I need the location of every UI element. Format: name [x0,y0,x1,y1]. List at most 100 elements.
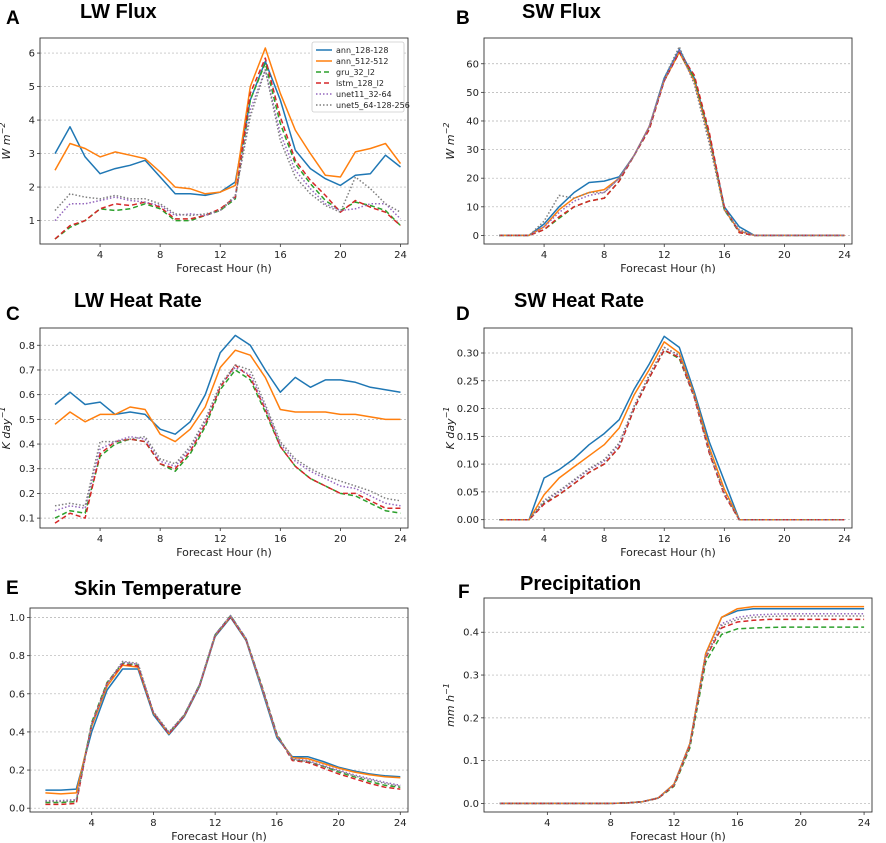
x-tick-label: 24 [394,818,407,829]
x-tick-label: 4 [544,818,550,829]
legend-entry: gru_32_l2 [336,68,375,77]
y-axis-label: mm h−1 [442,683,457,727]
y-axis-label: W m−2 [442,123,457,160]
panel-title: Precipitation [520,573,641,595]
x-axis-label: Forecast Hour (h) [620,546,716,559]
panel-letter: F [458,582,470,603]
panel-title: SW Flux [522,1,601,23]
x-tick-label: 16 [731,818,744,829]
series-line-unet11_32-64 [499,346,845,521]
legend-entry: ann_128-128 [336,46,388,55]
plot-area [39,37,409,245]
x-tick-label: 20 [334,250,347,261]
panel-b: 0 10 20 30 40 50 60 4 8 12 16 20 24 Forecast Hour (h)… [442,1,853,275]
y-tick-label: 5 [29,82,35,93]
x-tick-label: 20 [794,818,807,829]
y-tick-label: 0.4 [9,727,25,738]
series-line-ann_512-512 [499,51,845,237]
panel-e: 0.0 0.2 0.4 0.6 0.8 1.0 4 8 12 16 20 24 Forecast Hou… [0,578,409,843]
x-tick-label: 12 [668,818,681,829]
x-tick-label: 8 [157,250,163,261]
x-tick-label: 12 [658,534,671,545]
legend-box [311,41,405,113]
panel-f: 0.0 0.1 0.2 0.3 0.4 4 8 12 16 20 24 Forecast Hour (… [442,573,873,843]
x-axis-label: Forecast Hour (h) [176,546,272,559]
x-axis-label: Forecast Hour (h) [620,262,716,275]
legend-entry: lstm_128_l2 [336,79,384,88]
series-line-unet11_32-64 [499,613,865,805]
y-tick-label: 0.1 [463,756,479,767]
series-line-ann_128-128 [54,60,401,197]
x-tick-label: 24 [858,818,871,829]
y-tick-label: 0.3 [19,464,35,475]
y-axis-label: K day−1 [442,407,457,450]
y-tick-label: 0.8 [19,341,35,352]
panel-letter: B [456,8,470,29]
series-line-ann_128-128 [499,607,865,805]
panel-letter: C [6,304,20,325]
y-tick-label: 40 [466,116,479,127]
plot-area [39,327,409,529]
x-axis-label: Forecast Hour (h) [171,830,267,843]
panel-title: Skin Temperature [74,578,241,600]
series-line-lstm_128_l2 [499,51,845,237]
x-tick-label: 4 [97,534,103,545]
y-tick-label: 0.5 [19,415,35,426]
x-tick-label: 4 [97,250,103,261]
y-tick-label: 10 [466,202,479,213]
series-line-ann_512-512 [54,349,401,443]
x-tick-label: 8 [601,534,607,545]
y-tick-label: 0.2 [19,489,35,500]
x-tick-label: 12 [658,250,671,261]
plot-area [29,607,409,813]
series-line-ann_512-512 [54,47,402,195]
series-line-unet5_64-128-256 [499,346,845,521]
y-tick-label: 0.6 [19,390,35,401]
plot-area [483,327,853,529]
y-tick-label: 0.0 [9,804,25,815]
y-tick-label: 3 [29,149,35,160]
y-tick-label: 0.10 [457,460,479,471]
legend: ann_128-128 ann_512-512 gru_32_l2 lstm_128_… [311,41,410,113]
y-tick-label: 0.2 [463,713,479,724]
series-line-unet11_32-64 [54,366,401,512]
x-tick-label: 8 [608,818,614,829]
series-line-ann_512-512 [499,341,845,521]
y-tick-label: 2 [29,183,35,194]
plot-area [483,597,873,813]
y-tick-label: 0.4 [19,440,35,451]
series-line-gru_32_l2 [499,626,865,805]
series-line-gru_32_l2 [499,349,845,521]
series-line-unet11_32-64 [499,48,845,237]
x-tick-label: 8 [601,250,607,261]
x-tick-label: 16 [718,250,731,261]
y-tick-label: 0.4 [463,628,479,639]
x-tick-label: 20 [332,818,345,829]
y-tick-label: 1 [29,216,35,227]
series-line-lstm_128_l2 [499,618,865,805]
series-line-unet5_64-128-256 [54,364,401,507]
y-tick-label: 0.15 [457,432,479,443]
x-axis-label: Forecast Hour (h) [630,830,726,843]
y-tick-label: 0.0 [463,799,479,810]
series-line-lstm_128_l2 [45,615,401,806]
y-axis-label: K day−1 [0,407,13,450]
series-line-ann_128-128 [54,334,401,435]
series-line-unet5_64-128-256 [45,614,401,803]
y-tick-label: 0.7 [19,365,35,376]
panel-title: LW Flux [80,1,157,23]
series-line-lstm_128_l2 [54,57,401,240]
panel-d: 0.00 0.05 0.10 0.15 0.20 0.25 0.30 4 8 12 16 20 24 Fo… [442,290,853,559]
x-tick-label: 12 [214,534,227,545]
panel-letter: D [456,304,470,325]
y-tick-label: 0.00 [457,515,479,526]
x-tick-label: 16 [270,818,283,829]
x-tick-label: 4 [89,818,95,829]
y-tick-label: 0.20 [457,404,479,415]
x-tick-label: 20 [778,250,791,261]
x-tick-label: 24 [394,250,407,261]
x-tick-label: 24 [394,534,407,545]
series-line-unet5_64-128-256 [54,69,401,217]
x-tick-label: 8 [157,534,163,545]
